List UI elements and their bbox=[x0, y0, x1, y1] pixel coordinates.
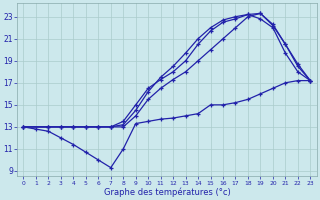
X-axis label: Graphe des températures (°c): Graphe des températures (°c) bbox=[104, 187, 230, 197]
